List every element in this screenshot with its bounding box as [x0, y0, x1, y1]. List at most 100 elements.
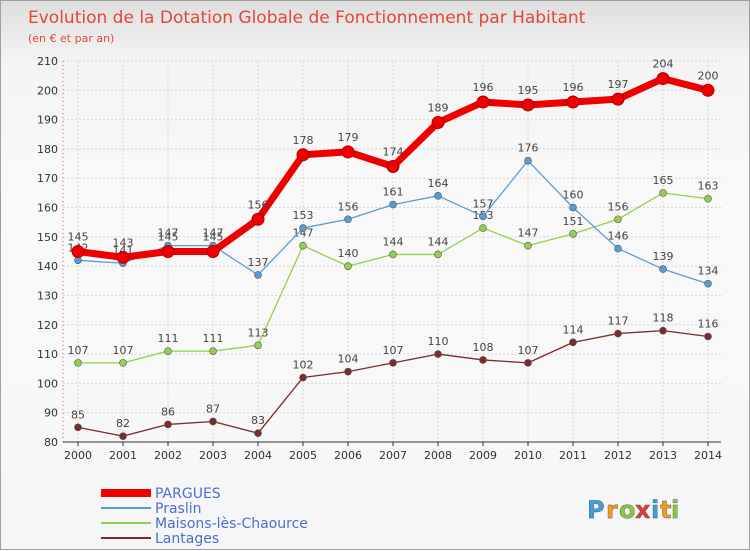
data-point: [299, 373, 307, 382]
data-point: [704, 194, 712, 203]
data-label: 145: [68, 231, 89, 244]
data-label: 144: [383, 235, 404, 248]
data-point: [74, 359, 82, 367]
y-tick-label: 100: [37, 377, 58, 390]
data-label: 86: [161, 405, 175, 418]
data-label: 104: [338, 353, 359, 366]
data-point: [209, 417, 217, 426]
data-label: 164: [428, 177, 449, 190]
data-point: [479, 356, 487, 364]
data-point: [164, 347, 172, 355]
series-lantages: 85 82 86 87 83 102 104 107 110 108 107 114 117 118 116: [71, 312, 719, 440]
x-axis-ticks: 2000 2001 2002 2003 2004 2005 2006 2007 2008 2009…: [64, 442, 722, 462]
data-label: 110: [428, 335, 449, 348]
gridlines: [63, 60, 721, 443]
data-label: 189: [428, 102, 449, 115]
x-tick-label: 2013: [649, 449, 677, 462]
data-point: [341, 145, 355, 159]
x-tick-label: 2004: [244, 449, 272, 462]
data-label: 116: [698, 317, 719, 330]
x-tick-label: 2008: [424, 449, 452, 462]
data-label: 107: [383, 344, 404, 357]
data-point: [254, 341, 262, 350]
data-label: 179: [338, 131, 359, 144]
data-label: 196: [473, 81, 494, 94]
y-tick-label: 170: [37, 172, 58, 185]
series-layer: 85 82 86 87 83 102 104 107 110 108 107 114 117 118 116…: [68, 58, 719, 440]
series-maisons-l-s-chaource: 107 107 111 111 113 147 140 144 144 153 147 151 156 1…: [68, 174, 719, 367]
data-label: 102: [293, 359, 314, 372]
logo-letter: i: [671, 496, 679, 524]
data-label: 85: [71, 408, 85, 421]
data-label: 165: [653, 174, 674, 187]
data-point: [119, 432, 127, 440]
data-label: 196: [563, 81, 584, 94]
logo-letter: t: [660, 496, 671, 524]
data-point: [74, 423, 82, 432]
data-point: [254, 429, 262, 438]
data-point: [116, 250, 130, 264]
data-label: 82: [116, 417, 130, 430]
data-point: [431, 116, 445, 130]
data-label: 163: [698, 180, 719, 193]
data-point: [704, 332, 712, 341]
data-point: [434, 350, 442, 358]
data-point: [659, 189, 667, 197]
data-point: [344, 215, 352, 224]
data-label: 144: [428, 235, 449, 248]
y-tick-label: 80: [44, 436, 58, 449]
data-label: 147: [158, 227, 179, 240]
data-label: 147: [518, 227, 539, 240]
data-label: 146: [608, 230, 629, 243]
x-tick-label: 2014: [694, 449, 722, 462]
data-label: 87: [206, 402, 220, 415]
data-point: [251, 212, 265, 226]
chart-subtitle: (en € et par an): [28, 32, 114, 45]
data-point: [614, 215, 622, 224]
data-label: 145: [158, 231, 179, 244]
data-point: [479, 224, 487, 232]
data-label: 117: [608, 315, 629, 328]
legend-label: Lantages: [155, 531, 219, 547]
data-label: 145: [203, 231, 224, 244]
data-label: 107: [113, 344, 134, 357]
data-label: 140: [338, 247, 359, 260]
x-tick-label: 2005: [289, 449, 317, 462]
data-point: [614, 329, 622, 338]
data-label: 156: [608, 200, 629, 213]
logo-letter: P: [587, 496, 605, 524]
data-label: 195: [518, 84, 539, 97]
data-label: 147: [203, 227, 224, 240]
data-point: [386, 160, 400, 174]
data-point: [299, 241, 307, 250]
y-tick-label: 190: [37, 114, 58, 127]
data-point: [389, 359, 397, 367]
data-label: 160: [563, 189, 584, 202]
axes: [62, 61, 721, 443]
data-point: [344, 262, 352, 270]
data-point: [119, 359, 127, 367]
data-label: 204: [653, 58, 674, 71]
series-pargues: 145 143 145 145 156 178 179 174 189 196 195 196 197 2…: [68, 58, 719, 264]
data-label: 107: [518, 344, 539, 357]
x-tick-label: 2006: [334, 449, 362, 462]
data-label: 137: [248, 256, 269, 269]
data-point: [254, 271, 262, 279]
data-point: [569, 203, 577, 212]
data-label: 143: [113, 236, 134, 249]
data-point: [476, 95, 490, 109]
data-label: 139: [653, 250, 674, 263]
y-tick-label: 200: [37, 84, 58, 97]
x-tick-label: 2003: [199, 449, 227, 462]
data-point: [611, 92, 625, 106]
y-tick-label: 130: [37, 289, 58, 302]
x-tick-label: 2001: [109, 449, 137, 462]
y-tick-label: 150: [37, 231, 58, 244]
data-point: [524, 359, 532, 367]
y-tick-label: 160: [37, 202, 58, 215]
data-point: [209, 347, 217, 355]
data-label: 153: [293, 209, 314, 222]
data-label: 161: [383, 186, 404, 199]
